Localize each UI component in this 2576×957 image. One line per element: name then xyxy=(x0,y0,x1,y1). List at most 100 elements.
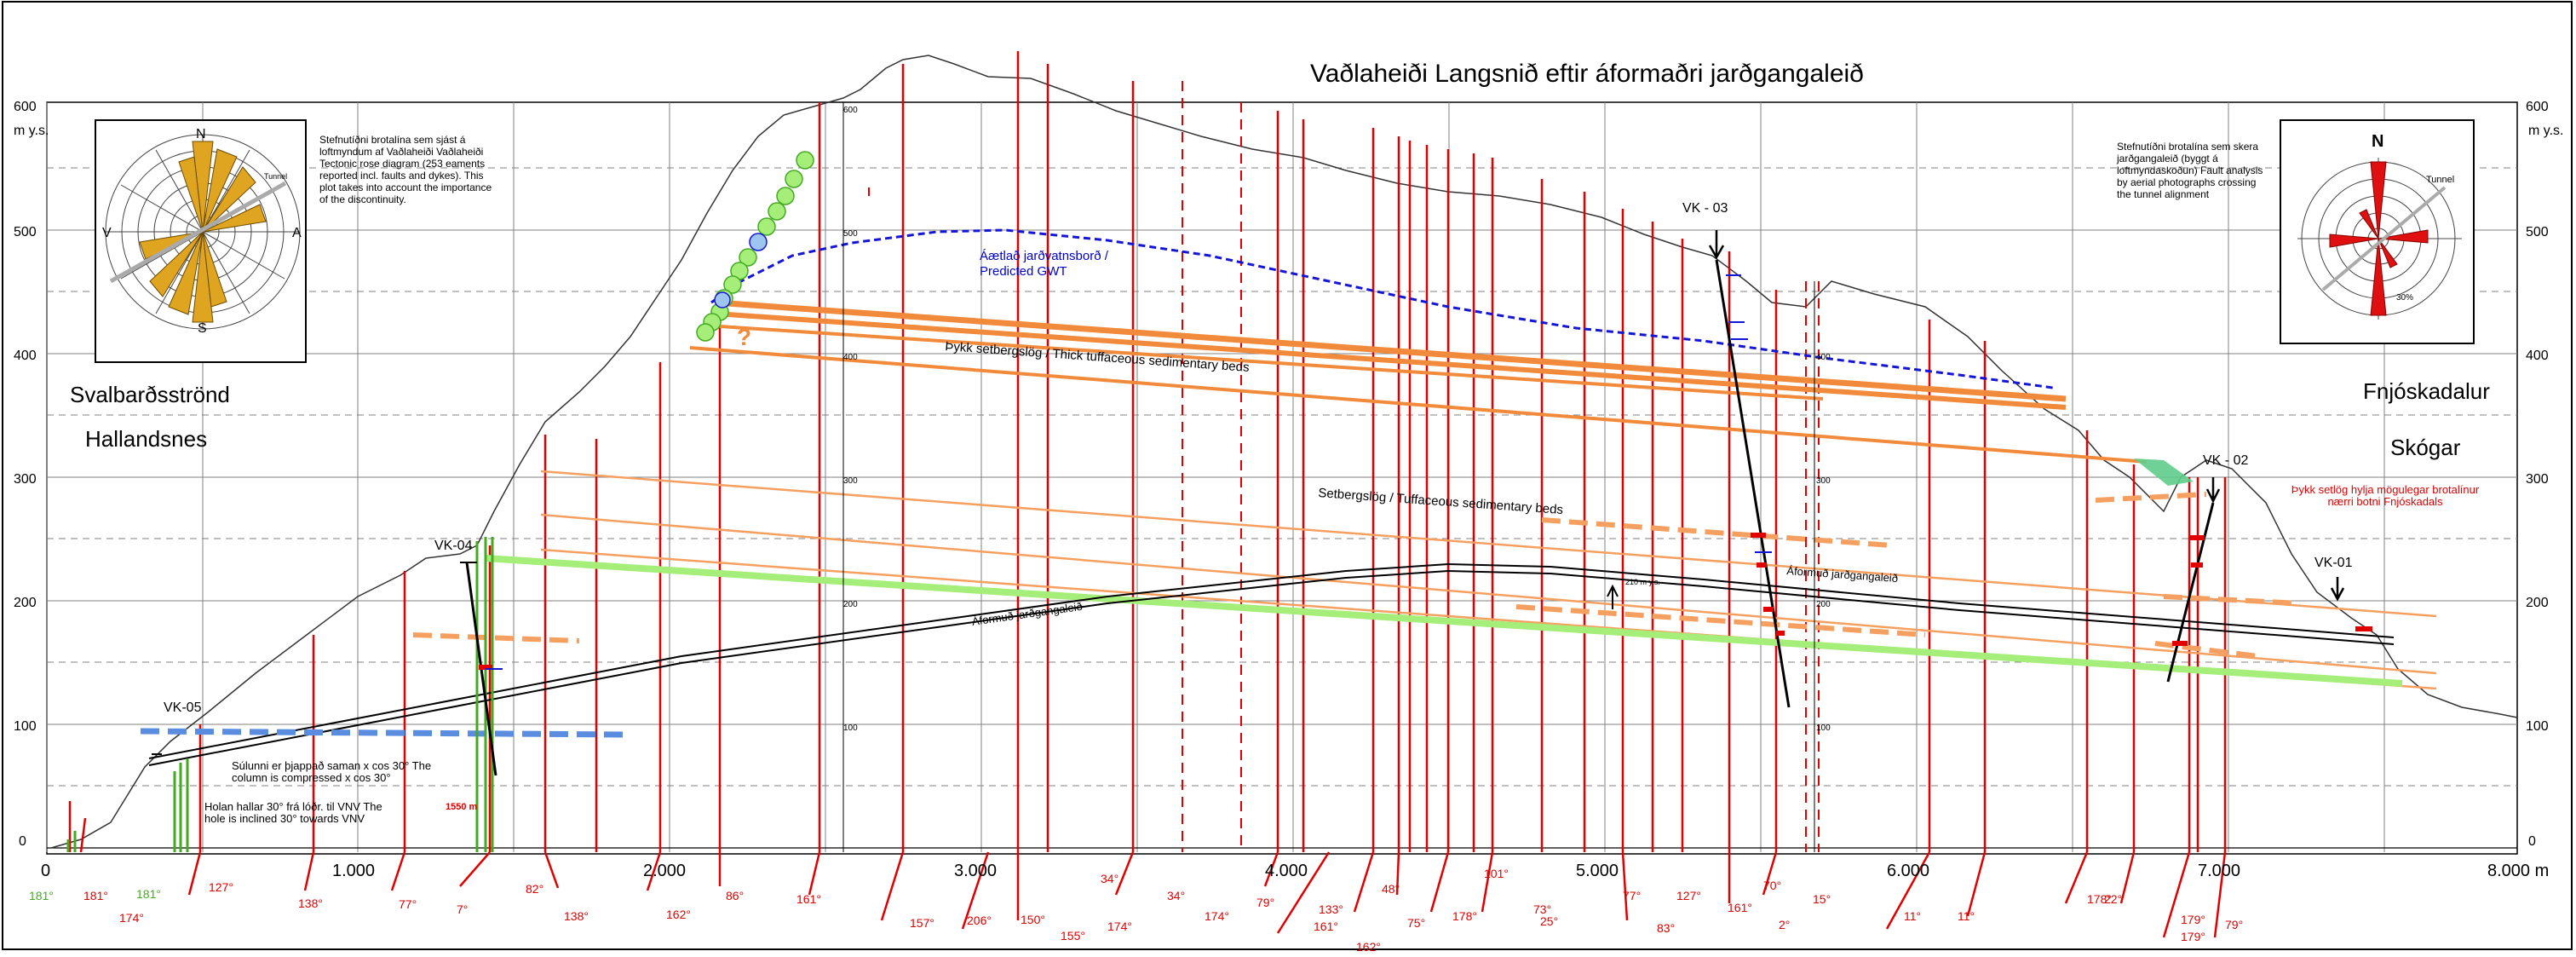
inner-tick-400: 400 xyxy=(843,353,858,362)
y-tick-400-right: 400 xyxy=(2526,349,2549,363)
x-tick-6000: 6.000 xyxy=(1887,862,1929,880)
angle-17: 155° xyxy=(1061,929,1085,943)
angle-7: 77° xyxy=(399,897,417,911)
inner-tick-600: 600 xyxy=(843,106,858,115)
y-tick-500-right: 500 xyxy=(2526,225,2549,239)
angle-4: 181° xyxy=(136,887,161,901)
angle-18: 34° xyxy=(1101,872,1118,885)
angle-27: 75° xyxy=(1407,916,1425,930)
x-tick-4000: 4.000 xyxy=(1265,862,1308,880)
tunnel-gap-label: 210 m y.s. xyxy=(1625,578,1660,586)
right-rose-diagram xyxy=(2280,119,2475,344)
right-rose-n: N xyxy=(2372,132,2383,151)
x-tick-5000: 5.000 xyxy=(1576,862,1619,880)
tunnel-line-lower xyxy=(148,569,2395,766)
red-note: Þykk setlög hylja mögulegar brotalínur n… xyxy=(2291,483,2480,508)
terrain-profile xyxy=(50,55,2518,849)
inner-tick-400-r: 400 xyxy=(1816,353,1831,362)
angle-36: 70° xyxy=(1763,879,1781,892)
rose-letters: N S V A Tunnel N Tunnel 30% xyxy=(102,127,2454,336)
inner-tick-200-r: 200 xyxy=(1816,600,1831,609)
y-tick-600-left: 600 xyxy=(14,100,37,114)
angle-1: 181° xyxy=(29,889,54,902)
angle-42: 22° xyxy=(2104,892,2122,906)
inclined-note: Holan hallar 30° frá lóðr. til VNV The h… xyxy=(204,800,382,825)
y-tick-0-right: 0 xyxy=(2528,834,2536,849)
angle-21: 174° xyxy=(1205,909,1229,923)
x-tick-0: 0 xyxy=(41,862,50,880)
y-tick-200-right: 200 xyxy=(2526,596,2549,610)
fault-angle-labels: 181° 181° 174° 181° 127° 138° 77° 7° 82°… xyxy=(29,867,2243,954)
borehole-vk05: VK-05 xyxy=(164,700,202,715)
inner-tick-200: 200 xyxy=(843,600,858,609)
right-rose-pct: 30% xyxy=(2396,293,2413,303)
angle-2: 181° xyxy=(83,889,108,902)
y-tick-100-left: 100 xyxy=(14,719,37,734)
vk05-water-line xyxy=(140,728,627,738)
angle-3: 174° xyxy=(119,911,144,925)
green-bed xyxy=(485,555,2403,687)
angle-24: 48° xyxy=(1382,882,1400,896)
fault-stubs xyxy=(187,851,2227,938)
angle-25: 161° xyxy=(1314,920,1338,933)
y-tick-400-left: 400 xyxy=(14,349,37,363)
left-axis-labels: 600 m y.s. 500 400 300 200 100 0 xyxy=(14,100,49,849)
sediment-hatch xyxy=(2134,458,2194,486)
angle-9: 82° xyxy=(526,882,543,896)
plot-frame xyxy=(46,101,2518,855)
left-rose-s: S xyxy=(198,321,207,336)
angle-28: 178° xyxy=(1452,909,1477,923)
gwt-marker xyxy=(714,291,731,308)
angle-26: 162° xyxy=(1356,940,1381,953)
angle-34: 127° xyxy=(1676,889,1701,902)
left-rose-note: Stefnutíðni brotalína sem sjást á loftmy… xyxy=(319,134,492,205)
angle-30: 73° xyxy=(1533,902,1551,916)
length-marker: 1550 m xyxy=(446,802,478,812)
vk03-arrow xyxy=(1708,230,1725,260)
tunnel-line-upper xyxy=(148,562,2395,759)
y-tick-300-left: 300 xyxy=(14,472,37,487)
y-tick-0-left: 0 xyxy=(19,834,26,849)
angle-35: 161° xyxy=(1728,901,1752,914)
left-rose-n: N xyxy=(196,127,206,141)
vk02-arrow xyxy=(2205,477,2221,504)
angle-22: 79° xyxy=(1256,896,1274,909)
y-tick-100-right: 100 xyxy=(2526,719,2549,734)
angle-32: 77° xyxy=(1623,889,1641,902)
x-tick-2000: 2.000 xyxy=(643,862,686,880)
y-tick-200-left: 200 xyxy=(14,596,37,610)
right-rose-tunnel: Tunnel xyxy=(2426,175,2454,185)
angle-41: 178° xyxy=(2087,892,2112,906)
angle-45: 79° xyxy=(2225,918,2243,931)
angle-12: 86° xyxy=(726,889,744,902)
borehole-vk04: VK-04 xyxy=(434,539,473,553)
question-mark: ? xyxy=(737,324,752,350)
inner-tick-100-r: 100 xyxy=(1816,724,1831,733)
right-axis-labels: 600 m y.s. 500 400 300 200 100 0 xyxy=(2526,100,2563,849)
grid-lines xyxy=(46,102,2517,852)
left-rose-v: V xyxy=(102,226,112,240)
gwt-line xyxy=(710,228,2054,389)
inner-scale xyxy=(842,102,1815,852)
y-tick-300-right: 300 xyxy=(2526,472,2549,487)
x-tick-7000: 7.000 xyxy=(2198,862,2240,880)
angle-44: 179° xyxy=(2181,930,2205,943)
gwt-label: Áætlað jarðvatnsborð / Predicted GWT xyxy=(980,249,1108,279)
place-left-bottom: Hallandsnes xyxy=(85,426,208,452)
angle-31: 25° xyxy=(1540,914,1558,928)
angle-16: 150° xyxy=(1021,913,1045,926)
left-rose-diagram xyxy=(95,119,307,363)
inner-scale-labels: 600 500 400 300 200 100 400 300 200 100 xyxy=(843,106,1831,733)
faults xyxy=(68,51,2227,853)
place-right-bottom: Skógar xyxy=(2390,435,2461,460)
x-axis-labels: 0 1.000 2.000 3.000 4.000 5.000 6.000 7.… xyxy=(41,862,2549,880)
left-rose-a: A xyxy=(292,226,302,240)
borehole-vk02: VK - 02 xyxy=(2203,453,2249,468)
right-rose-note: Stefnutíðni brotalína sem skera jarðgang… xyxy=(2117,141,2263,200)
angle-29: 101° xyxy=(1484,867,1509,880)
y-tick-600-right: 600 xyxy=(2526,100,2549,114)
borehole-vk01: VK-01 xyxy=(2314,556,2353,570)
page-title: Vaðlaheiði Langsnið eftir áformaðri jarð… xyxy=(1310,60,1864,88)
angle-43: 179° xyxy=(2181,913,2205,926)
